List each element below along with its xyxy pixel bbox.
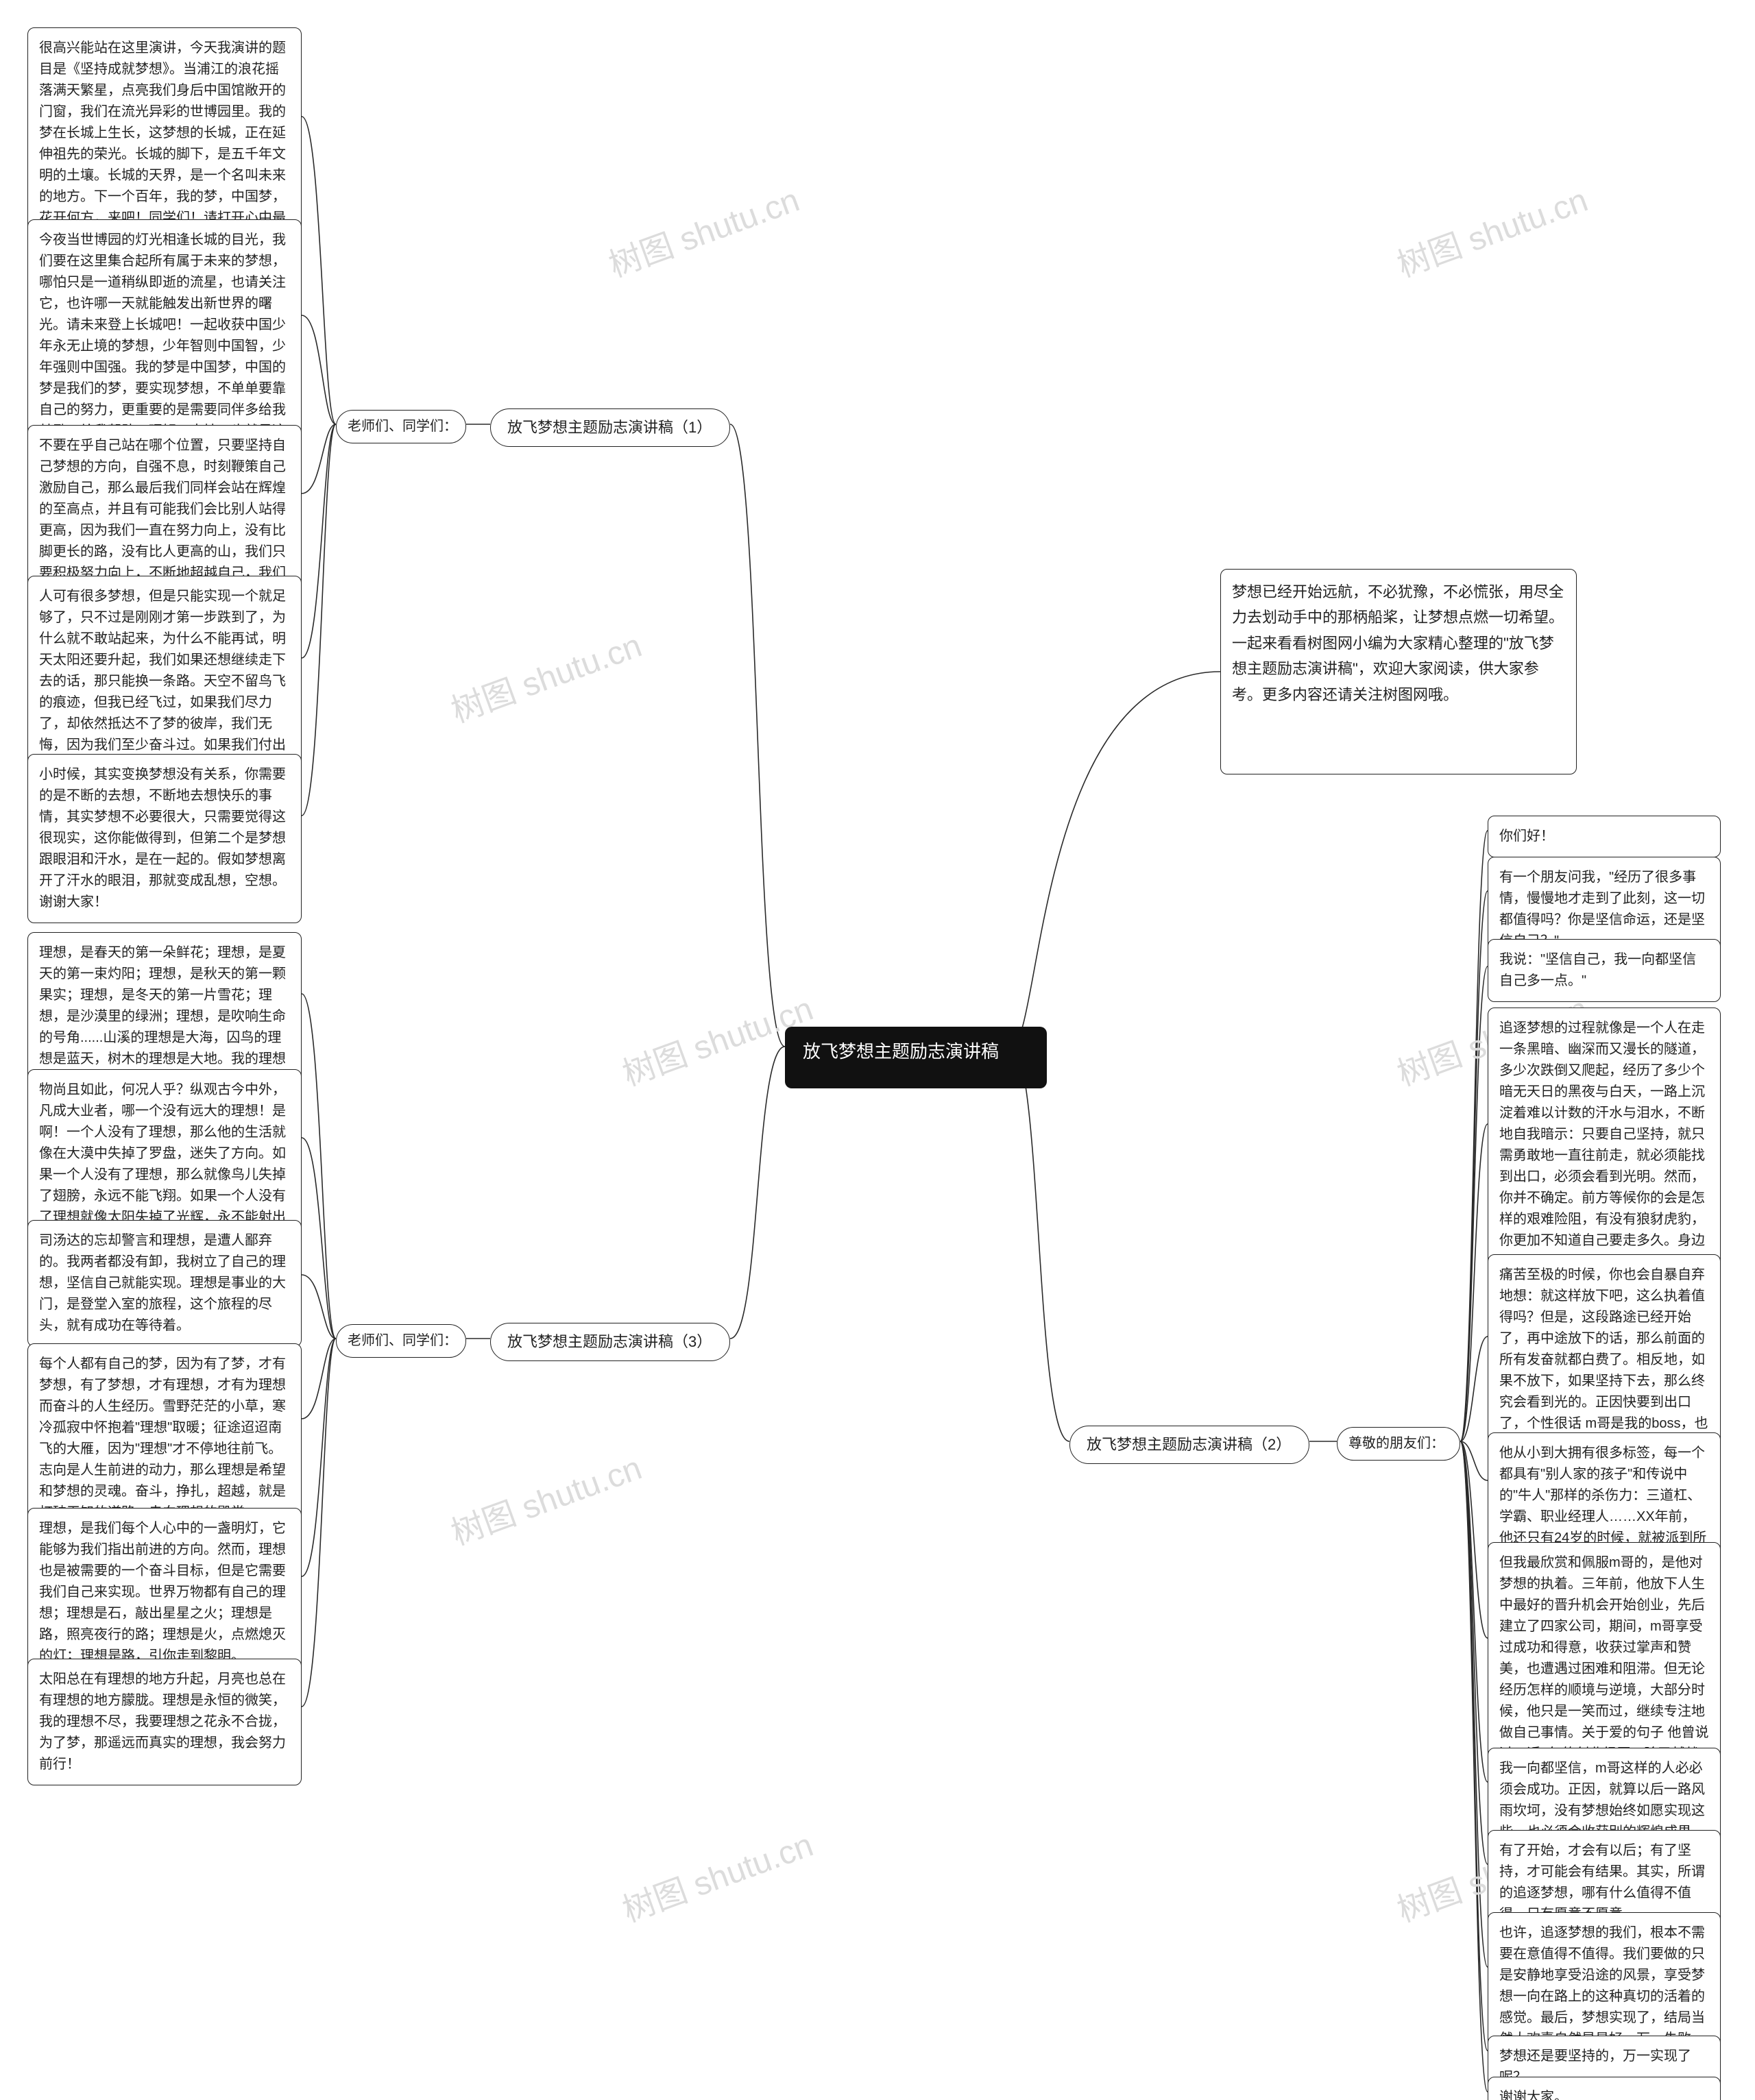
watermark-0: 树图 shutu.cn (601, 173, 805, 286)
b2-leaf-2: 我说："坚信自己，我一向都坚信自己多一点。" (1488, 939, 1721, 1002)
b2-leaf-11: 谢谢大家。 (1488, 2077, 1721, 2100)
b2-leaf-0: 你们好！ (1488, 816, 1721, 857)
watermark-6: 树图 shutu.cn (615, 1818, 819, 1931)
branch3-sub: 老师们、同学们： (336, 1324, 466, 1358)
watermark-2: 树图 shutu.cn (444, 618, 647, 731)
b1-leaf-4: 小时候，其实变换梦想没有关系，你需要的是不断的去想，不断地去想快乐的事情，其实梦… (27, 754, 302, 923)
intro-node: 梦想已经开始远航，不必犹豫，不必慌张，用尽全力去划动手中的那柄船桨，让梦想点燃一… (1220, 569, 1577, 774)
watermark-5: 树图 shutu.cn (444, 1441, 647, 1554)
branch1-sub: 老师们、同学们： (336, 410, 466, 443)
branch2-sub: 尊敬的朋友们： (1337, 1427, 1460, 1461)
b3-leaf-2: 司汤达的忘却警言和理想，是遭人鄙弃的。我两者都没有卸，我树立了自己的理想，坚信自… (27, 1220, 302, 1347)
b3-leaf-5: 太阳总在有理想的地方升起，月亮也总在有理想的地方朦胧。理想是永恒的微笑，我的理想… (27, 1659, 302, 1785)
branch1-title: 放飞梦想主题励志演讲稿（1） (490, 408, 730, 447)
b3-leaf-4: 理想，是我们每个人心中的一盏明灯，它能够为我们指出前进的方向。然而，理想也是被需… (27, 1508, 302, 1677)
branch3-title: 放飞梦想主题励志演讲稿（3） (490, 1323, 730, 1361)
b3-leaf-3: 每个人都有自己的梦，因为有了梦，才有梦想，有了梦想，才有理想，才有为理想而奋斗的… (27, 1343, 302, 1534)
branch2-title: 放飞梦想主题励志演讲稿（2） (1069, 1426, 1309, 1464)
watermark-1: 树图 shutu.cn (1390, 173, 1593, 286)
root-node: 放飞梦想主题励志演讲稿 (785, 1027, 1047, 1088)
